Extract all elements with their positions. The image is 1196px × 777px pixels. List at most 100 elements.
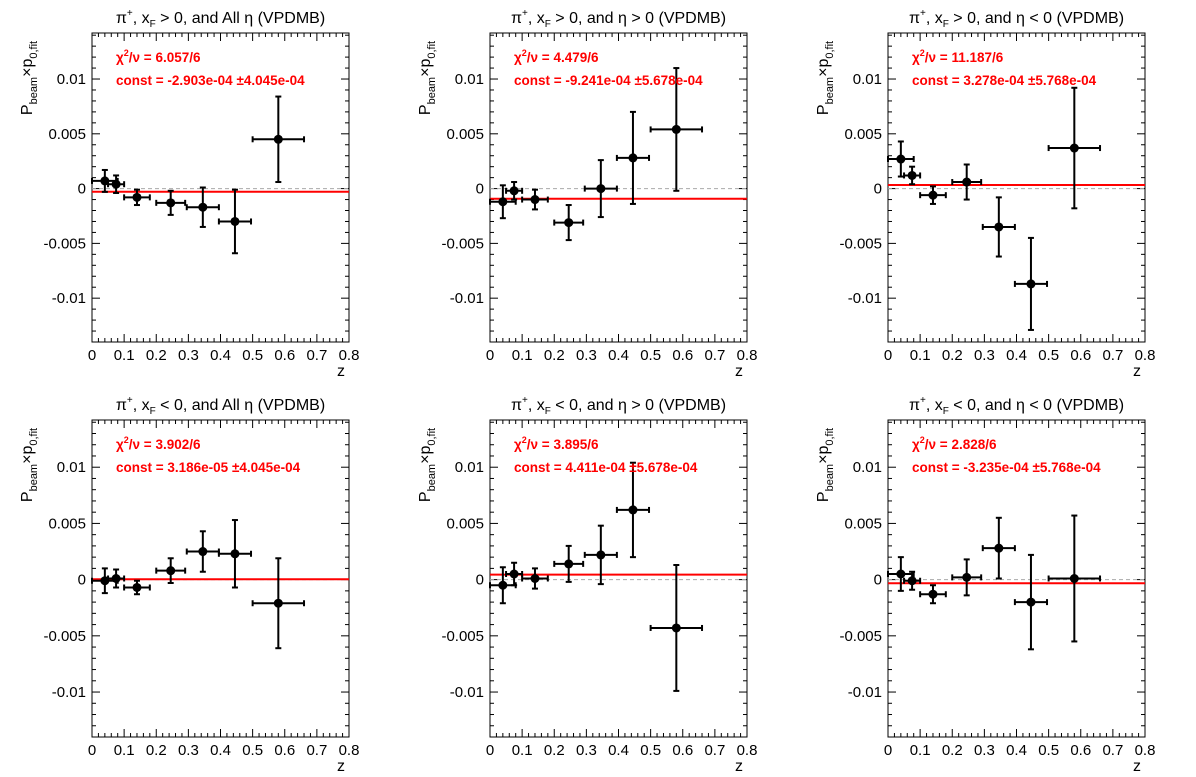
x-tick-label: 0.3	[974, 742, 995, 759]
data-point	[981, 196, 1016, 258]
fit-const-text: const = -9.241e-04 ±5.678e-04	[514, 73, 703, 88]
x-tick-label: 0	[88, 742, 96, 759]
data-point	[251, 557, 306, 650]
chart-panel-4: π+, xF < 0, and All η (VPDMB) Pbeam×p0,fi…	[19, 395, 359, 775]
y-tick-label: -0.01	[52, 290, 86, 307]
x-tick-label: 0.6	[672, 742, 693, 759]
data-marker	[928, 589, 938, 599]
data-marker	[166, 566, 176, 576]
data-point	[155, 557, 187, 584]
x-tick-label: 0.7	[1102, 742, 1123, 759]
data-marker	[1026, 597, 1036, 607]
data-marker	[1026, 279, 1036, 289]
x-tick-label: 0.7	[1102, 347, 1123, 364]
fit-const-text: const = 3.278e-04 ±5.768e-04	[912, 73, 1097, 88]
x-tick-label: 0	[486, 742, 494, 759]
y-axis-label: Pbeam×p0,fit	[19, 428, 40, 502]
data-marker	[628, 153, 638, 163]
data-marker	[509, 186, 519, 196]
fit-chi2-text: χ2/ν = 4.479/6	[514, 48, 599, 65]
x-axis-label: z	[1133, 363, 1141, 380]
data-point	[123, 579, 151, 596]
fit-const-text: const = 3.186e-05 ±4.045e-04	[116, 460, 301, 475]
data-marker	[530, 195, 540, 205]
x-tick-label: 0.5	[242, 742, 263, 759]
fit-const-text: const = -3.235e-04 ±5.768e-04	[912, 460, 1101, 475]
data-marker	[111, 574, 121, 583]
x-tick-label: 0.2	[544, 347, 565, 364]
x-tick-label: 0.3	[178, 347, 199, 364]
data-marker	[132, 192, 142, 202]
x-axis-label: z	[1133, 758, 1141, 772]
x-tick-label: 0.5	[1038, 347, 1059, 364]
data-point	[951, 558, 983, 597]
data-marker	[498, 197, 508, 207]
x-tick-label: 0.6	[672, 347, 693, 364]
chart-title: π+, xF < 0, and All η (VPDMB)	[116, 395, 325, 417]
data-point	[583, 524, 618, 586]
y-tick-label: -0.01	[848, 684, 882, 701]
data-marker	[132, 582, 142, 592]
y-tick-label: 0.005	[48, 126, 86, 143]
x-tick-label: 0.2	[146, 347, 167, 364]
x-tick-label: 0.4	[608, 742, 629, 759]
data-point	[951, 163, 983, 201]
chart-title: π+, xF > 0, and η > 0 (VPDMB)	[511, 8, 726, 30]
data-marker	[273, 598, 283, 608]
data-point	[251, 95, 306, 184]
y-tick-label: 0.005	[844, 515, 882, 532]
x-tick-label: 0.2	[544, 742, 565, 759]
y-tick-label: 0.01	[853, 71, 882, 88]
chart-panel-3: π+, xF > 0, and η < 0 (VPDMB) Pbeam×p0,fi…	[815, 8, 1155, 380]
data-marker	[596, 550, 606, 560]
x-tick-label: 0.3	[178, 742, 199, 759]
x-tick-label: 0.1	[114, 347, 135, 364]
fit-chi2-text: χ2/ν = 2.828/6	[912, 435, 997, 452]
x-tick-label: 0.2	[942, 742, 963, 759]
data-point	[217, 188, 253, 255]
data-point	[1047, 86, 1102, 210]
data-marker	[907, 576, 917, 586]
x-tick-label: 0.4	[1006, 347, 1027, 364]
x-tick-label: 0.3	[974, 347, 995, 364]
y-axis-label: Pbeam×p0,fit	[815, 41, 836, 115]
data-marker	[994, 543, 1004, 553]
data-point	[505, 181, 524, 201]
data-marker	[498, 580, 508, 590]
data-marker	[273, 134, 283, 144]
x-tick-label: 0.4	[210, 742, 231, 759]
x-tick-label: 0.5	[242, 347, 263, 364]
y-tick-label: 0.01	[455, 71, 484, 88]
y-tick-label: -0.005	[839, 628, 882, 645]
chart-panel-6: π+, xF < 0, and η < 0 (VPDMB) Pbeam×p0,fi…	[815, 395, 1155, 775]
fit-const-text: const = -2.903e-04 ±4.045e-04	[116, 73, 305, 88]
chart-panel-2: π+, xF > 0, and η > 0 (VPDMB) Pbeam×p0,fi…	[417, 8, 757, 380]
y-tick-label: 0.01	[57, 71, 86, 88]
fit-chi2-text: χ2/ν = 3.895/6	[514, 435, 599, 452]
data-point	[553, 204, 585, 242]
x-axis-label: z	[735, 758, 743, 772]
data-marker	[166, 198, 176, 208]
data-point	[123, 188, 151, 207]
y-axis-label: Pbeam×p0,fit	[19, 41, 40, 115]
y-tick-label: 0.01	[455, 459, 484, 476]
chart-title: π+, xF < 0, and η > 0 (VPDMB)	[511, 395, 726, 417]
x-tick-label: 0.8	[737, 347, 758, 364]
x-tick-label: 0.7	[704, 742, 725, 759]
x-tick-label: 0.1	[910, 742, 931, 759]
x-tick-label: 0.5	[1038, 742, 1059, 759]
x-tick-label: 0.2	[942, 347, 963, 364]
data-point	[1013, 553, 1049, 651]
x-axis-label: z	[337, 758, 345, 772]
x-tick-label: 0.7	[704, 347, 725, 364]
x-tick-label: 0.3	[576, 347, 597, 364]
y-tick-label: -0.01	[848, 290, 882, 307]
data-point	[521, 567, 549, 590]
y-tick-label: 0.01	[57, 459, 86, 476]
x-tick-label: 0.7	[306, 347, 327, 364]
y-tick-label: -0.005	[839, 235, 882, 252]
x-tick-label: 0.1	[910, 347, 931, 364]
y-tick-label: -0.01	[450, 290, 484, 307]
data-point	[649, 564, 704, 692]
